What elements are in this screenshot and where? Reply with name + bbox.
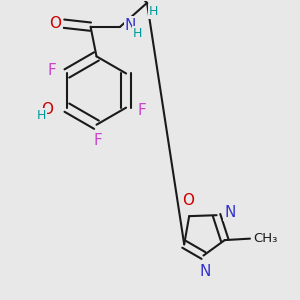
Text: O: O: [41, 102, 53, 117]
Text: O: O: [50, 16, 61, 31]
Text: F: F: [137, 103, 146, 118]
Text: N: N: [125, 18, 136, 33]
Text: O: O: [182, 193, 194, 208]
Text: F: F: [93, 133, 102, 148]
Text: N: N: [224, 205, 236, 220]
Text: H: H: [133, 27, 142, 40]
Text: CH₃: CH₃: [254, 232, 278, 245]
Text: H: H: [149, 5, 158, 18]
Text: N: N: [199, 264, 211, 279]
Text: F: F: [47, 63, 56, 78]
Text: H: H: [37, 109, 46, 122]
